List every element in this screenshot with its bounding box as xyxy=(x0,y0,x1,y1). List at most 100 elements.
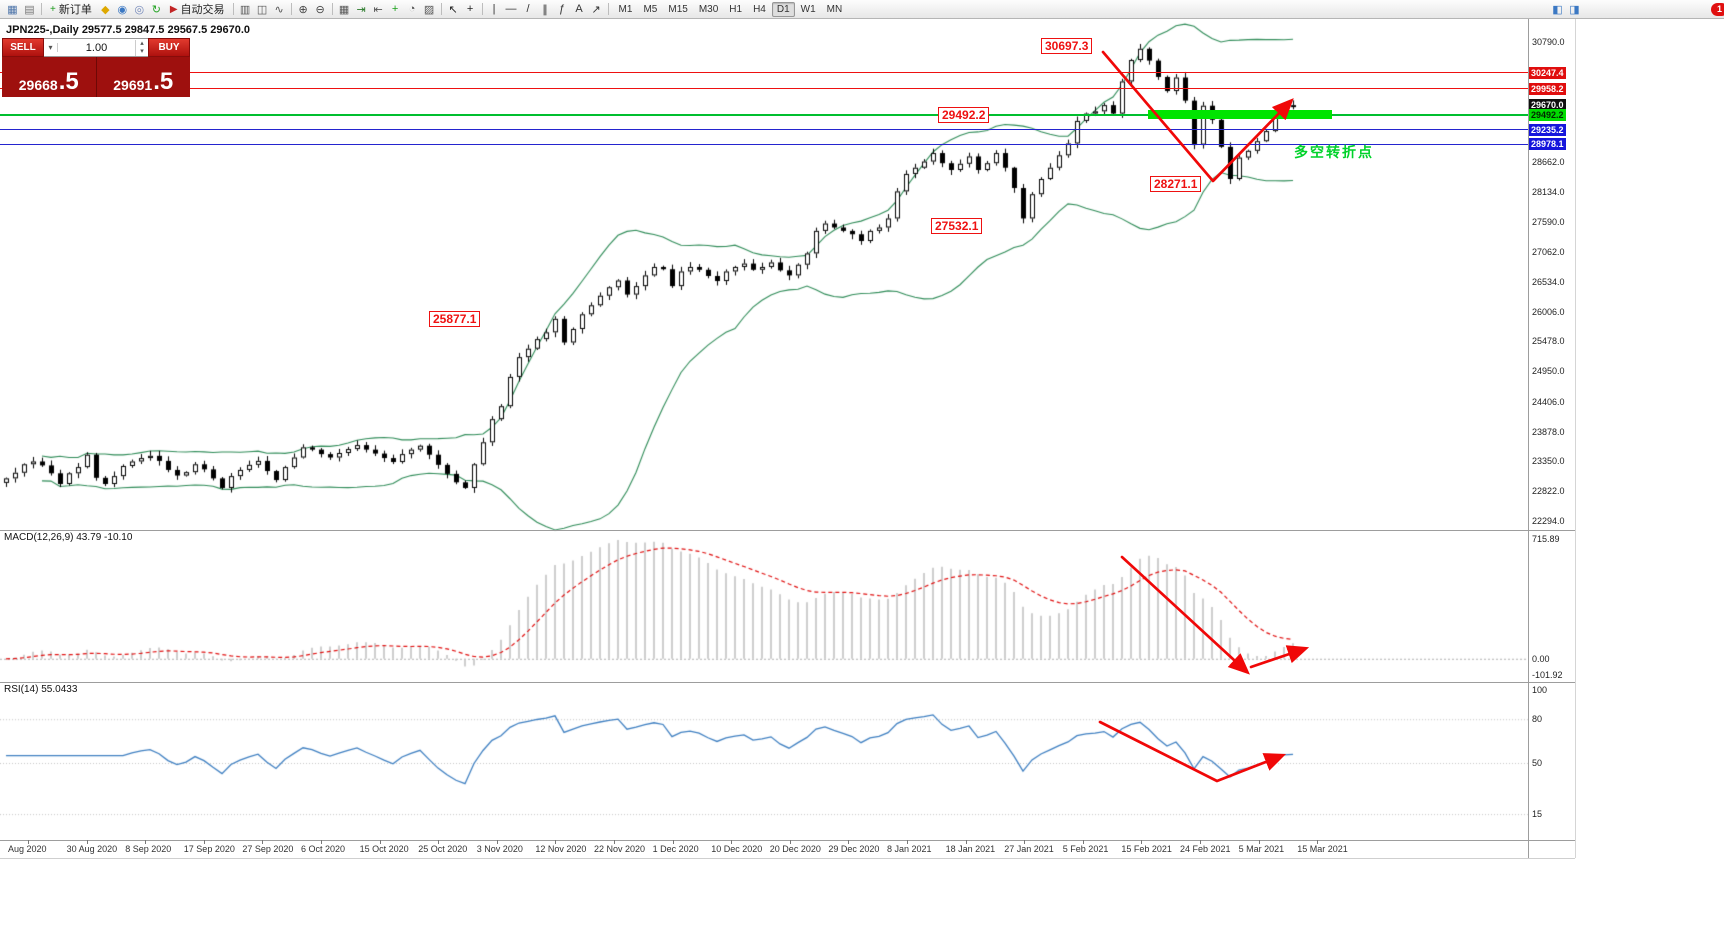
price-flag-30697.3[interactable]: 30697.3 xyxy=(1041,38,1093,54)
timeframe-w1[interactable]: W1 xyxy=(800,3,816,15)
volume-increase-button[interactable]: ▴ xyxy=(140,39,144,47)
timeframe-buttons: M1 M5 M15 M30 H1 H4 D1 W1 MN xyxy=(614,1,848,17)
date-axis-label: 18 Jan 2021 xyxy=(945,844,996,854)
horizontal-level-30247.4[interactable] xyxy=(0,72,1528,74)
fibonacci-icon[interactable]: ƒ xyxy=(558,3,566,15)
chart-right-edge xyxy=(1575,18,1576,858)
toolbar-separator xyxy=(481,3,483,15)
date-axis-label: 1 Dec 2020 xyxy=(652,844,699,854)
horizontal-level-29958.2[interactable] xyxy=(0,88,1528,90)
one-click-trading-panel: SELL ▾ 1.00 ▴ ▾ BUY 29668 .5 29691 xyxy=(2,38,190,97)
new-order-button[interactable]: + 新订单 xyxy=(45,2,97,17)
price-badge-29958.2: 29958.2 xyxy=(1529,82,1566,95)
date-axis-tickmark xyxy=(86,840,88,844)
timeframe-h4[interactable]: H4 xyxy=(753,3,766,15)
date-axis-tickmark xyxy=(203,840,205,844)
horizontal-line-icon[interactable]: — xyxy=(505,3,517,15)
macd-zero-label: 0.00 xyxy=(1532,653,1550,664)
new-order-button-icon: + xyxy=(50,3,56,15)
volume-input[interactable]: 1.00 xyxy=(85,41,108,54)
horizontal-level-28978.1[interactable] xyxy=(0,143,1528,145)
quote-display-row: 29668 .5 29691 .5 xyxy=(2,57,190,97)
buy-price-main: 29691 xyxy=(113,77,153,93)
sell-price-display[interactable]: 29668 .5 xyxy=(2,57,97,97)
horizontal-level-29492.2[interactable] xyxy=(0,114,1528,117)
trade-controls-row: SELL ▾ 1.00 ▴ ▾ BUY xyxy=(2,38,190,57)
cursor-icon[interactable]: ↖ xyxy=(448,3,458,16)
text-label-icon[interactable]: A xyxy=(575,3,583,15)
date-axis-label: 15 Mar 2021 xyxy=(1297,844,1348,854)
auto-trading-button[interactable]: ▶ 自动交易 xyxy=(165,2,230,17)
timeframe-m15[interactable]: M15 xyxy=(668,3,688,15)
date-axis-tickmark xyxy=(1317,840,1319,844)
chat-icon[interactable]: ◧ xyxy=(1552,3,1563,16)
tile-windows-icon[interactable]: ▦ xyxy=(338,3,350,16)
price-flag-28271.1[interactable]: 28271.1 xyxy=(1150,176,1202,192)
zoom-in-icon[interactable]: ⊕ xyxy=(298,3,308,16)
chart-bottom-edge xyxy=(0,858,1575,859)
signals-icon[interactable]: ◎ xyxy=(134,3,145,16)
price-flag-25877.1[interactable]: 25877.1 xyxy=(429,311,481,327)
trendline-icon[interactable]: / xyxy=(526,3,530,15)
rsi-indicator-label: RSI(14) 55.0433 xyxy=(4,684,78,695)
support-zone-band[interactable] xyxy=(1148,110,1332,119)
line-chart-icon[interactable]: ∿ xyxy=(274,3,284,16)
templates-icon[interactable]: ▨ xyxy=(423,3,435,16)
buy-price-display[interactable]: 29691 .5 xyxy=(96,57,190,97)
date-axis-label: 6 Oct 2020 xyxy=(301,844,346,854)
toolbar-separator xyxy=(290,3,292,15)
candlestick-chart-icon[interactable]: ◫ xyxy=(256,3,268,16)
notifications-badge[interactable]: 1 xyxy=(1711,2,1724,16)
timeframe-h1[interactable]: H1 xyxy=(729,3,743,15)
date-axis-label: 15 Feb 2021 xyxy=(1121,844,1172,854)
timeframe-m1[interactable]: M1 xyxy=(618,3,633,15)
zoom-out-icon[interactable]: ⊖ xyxy=(315,3,325,16)
date-axis-label: 5 Feb 2021 xyxy=(1062,844,1109,854)
price-axis-tick: 22822.0 xyxy=(1532,486,1565,497)
vertical-line-icon[interactable]: | xyxy=(492,3,496,15)
channel-icon[interactable]: ∥ xyxy=(542,3,548,16)
macd-scale-max: 715.89 xyxy=(1532,534,1560,544)
refresh-icon[interactable]: ↻ xyxy=(151,3,161,16)
price-badge-29492.2: 29492.2 xyxy=(1529,109,1566,122)
timeframe-mn[interactable]: MN xyxy=(826,3,843,15)
auto-scroll-icon[interactable]: ⇥ xyxy=(356,3,366,16)
price-flag-29492.2[interactable]: 29492.2 xyxy=(938,107,990,123)
timeframe-m5[interactable]: M5 xyxy=(643,3,658,15)
crosshair-icon[interactable]: + xyxy=(466,3,474,15)
price-badge-28978.1: 28978.1 xyxy=(1529,138,1566,151)
date-axis-tickmark xyxy=(731,840,733,844)
sell-price-main: 29668 xyxy=(18,77,58,93)
price-axis-tick: 27062.0 xyxy=(1532,247,1565,258)
toolbar-separator xyxy=(232,3,234,15)
panel-separator-rsi[interactable] xyxy=(0,682,1575,683)
price-axis-tick: 22294.0 xyxy=(1532,516,1565,526)
price-flag-27532.1[interactable]: 27532.1 xyxy=(931,218,983,234)
indicators-icon[interactable]: + xyxy=(391,3,399,15)
chart-shift-icon[interactable]: ⇤ xyxy=(373,3,383,16)
horizontal-level-29235.2[interactable] xyxy=(0,129,1528,131)
price-badge-29670.0: 29670.0 xyxy=(1529,99,1566,112)
date-axis-tickmark xyxy=(1082,840,1084,844)
periods-dropdown-icon[interactable]: ◔ xyxy=(408,3,416,15)
price-axis-tick: 30790.0 xyxy=(1532,37,1565,47)
profiles-icon[interactable]: ▤ xyxy=(24,3,35,16)
sell-price-fraction: .5 xyxy=(58,68,79,96)
timeframe-d1[interactable]: D1 xyxy=(771,1,795,17)
sell-button[interactable]: SELL xyxy=(2,38,44,57)
bar-chart-icon[interactable]: ▥ xyxy=(239,3,251,16)
rsi-scale-50: 50 xyxy=(1532,758,1543,768)
community-icon[interactable]: ◉ xyxy=(117,3,128,16)
news-icon[interactable]: ◨ xyxy=(1569,3,1580,16)
new-chart-icon[interactable]: ▦ xyxy=(7,3,18,16)
metaeditor-icon[interactable]: ◆ xyxy=(101,3,110,16)
buy-button[interactable]: BUY xyxy=(148,38,190,57)
volume-decrease-button[interactable]: ▾ xyxy=(140,47,144,55)
panel-separator-macd[interactable] xyxy=(0,530,1575,531)
timeframe-m30[interactable]: M30 xyxy=(698,3,719,15)
volume-dropdown-icon[interactable]: ▾ xyxy=(44,43,58,52)
date-axis-label: 29 Dec 2020 xyxy=(828,844,880,854)
arrow-objects-icon[interactable]: ↗ xyxy=(591,3,601,16)
